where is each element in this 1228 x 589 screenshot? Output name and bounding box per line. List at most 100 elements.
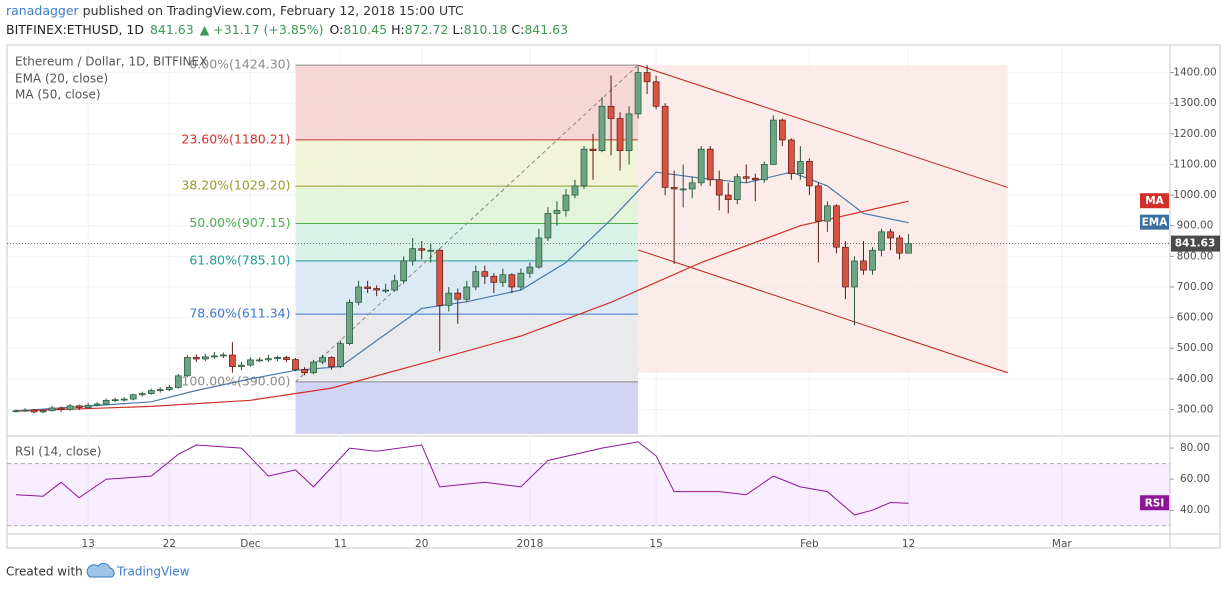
rsi-tag-label: RSI bbox=[1145, 497, 1165, 509]
candle-body bbox=[247, 359, 254, 366]
candle-body bbox=[688, 182, 696, 190]
channel-line bbox=[637, 249, 1008, 374]
channel-fill bbox=[638, 65, 1008, 373]
candle-body bbox=[138, 393, 146, 396]
candle-body bbox=[751, 177, 759, 181]
rsi-band bbox=[7, 463, 1170, 526]
fib-label: 23.60%(1180.21) bbox=[181, 131, 290, 146]
ohlc-label: L: bbox=[452, 22, 463, 37]
candle-body bbox=[147, 390, 155, 394]
candle-body bbox=[481, 271, 489, 277]
candle-body bbox=[616, 118, 624, 152]
candle-body bbox=[824, 205, 831, 222]
x-tick-label: 12 bbox=[902, 538, 915, 550]
candle-body bbox=[769, 119, 777, 165]
symbol: BITFINEX:ETHUSD, 1D bbox=[6, 22, 144, 37]
candle-body bbox=[887, 231, 894, 239]
candle-body bbox=[760, 164, 768, 181]
candle-body bbox=[454, 292, 462, 300]
indicator-line bbox=[15, 200, 909, 412]
price-pane: 0.00%(1424.30) 23.60%(1180.21) 38.20%(1029… bbox=[7, 57, 1170, 434]
y-tick-label: 700.00 bbox=[1177, 281, 1214, 293]
author[interactable]: ranadagger bbox=[6, 3, 80, 18]
candle-body bbox=[30, 409, 38, 413]
candle-body bbox=[400, 260, 408, 282]
candle-body bbox=[12, 410, 20, 413]
candle-body bbox=[778, 119, 786, 141]
rsi-tag bbox=[1140, 495, 1169, 511]
footer-text: Created with bbox=[6, 565, 83, 579]
candle-body bbox=[508, 274, 516, 288]
candle-body bbox=[580, 148, 588, 187]
x-tick-label: 2018 bbox=[517, 538, 544, 550]
fib-zone bbox=[295, 223, 639, 261]
x-tick-label: 15 bbox=[649, 538, 662, 550]
candle-body bbox=[607, 105, 615, 119]
candle-body bbox=[869, 249, 876, 271]
x-tick-label: Feb bbox=[800, 538, 819, 550]
candle-body bbox=[724, 194, 732, 201]
fib-zone bbox=[295, 65, 639, 140]
series-tag bbox=[1140, 214, 1169, 230]
candle-body bbox=[643, 72, 651, 83]
change: ▲ +31.17 (+3.85%) bbox=[200, 22, 324, 37]
candle-body bbox=[742, 176, 750, 179]
candle-body bbox=[815, 185, 822, 222]
candle-body bbox=[337, 343, 344, 367]
candle-body bbox=[39, 410, 47, 413]
series-tag bbox=[1140, 193, 1169, 209]
channel-line bbox=[637, 64, 1008, 188]
ohlc-label: C: bbox=[511, 22, 524, 37]
y-tick-label: 80.00 bbox=[1180, 442, 1210, 454]
y-tick-label: 900.00 bbox=[1177, 220, 1214, 232]
candle-body bbox=[292, 359, 299, 371]
candle-body bbox=[905, 243, 912, 254]
candle-body bbox=[301, 369, 308, 374]
candle-body bbox=[192, 357, 200, 360]
candle-body bbox=[472, 271, 480, 288]
candle-body bbox=[265, 358, 272, 361]
candle-body bbox=[75, 405, 83, 409]
candle-body bbox=[48, 407, 56, 412]
candle-body bbox=[860, 260, 867, 271]
candle-body bbox=[211, 355, 218, 358]
ohlc-value: 810.18 bbox=[464, 22, 508, 37]
candle-body bbox=[878, 231, 885, 251]
price-tag bbox=[1171, 235, 1220, 252]
y-tick-label: 1100.00 bbox=[1173, 158, 1216, 170]
candle-body bbox=[129, 394, 137, 400]
candle-body bbox=[436, 249, 444, 306]
x-tick-label: 20 bbox=[415, 538, 428, 550]
frame bbox=[6, 44, 1221, 549]
y-tick-label: 60.00 bbox=[1180, 473, 1210, 485]
candle-body bbox=[229, 354, 236, 367]
candle-body bbox=[364, 286, 371, 289]
legend-entry: MA (50, close) bbox=[15, 88, 101, 102]
candle-body bbox=[661, 105, 669, 188]
candle-body bbox=[256, 359, 263, 362]
candle-body bbox=[382, 289, 390, 292]
y-tick-label: 1200.00 bbox=[1173, 128, 1216, 140]
ohlc-value: 872.72 bbox=[405, 22, 449, 37]
candle-body bbox=[346, 301, 353, 344]
x-tick-label: 13 bbox=[81, 538, 94, 550]
y-tick-label: 800.00 bbox=[1177, 250, 1214, 262]
candle-body bbox=[733, 176, 741, 201]
candle-body bbox=[598, 105, 606, 152]
legend-entry: EMA (20, close) bbox=[15, 72, 108, 86]
candle-body bbox=[93, 403, 101, 406]
header-line: ranadagger published on TradingView.com,… bbox=[6, 3, 464, 18]
rsi-line bbox=[15, 441, 909, 516]
candle-body bbox=[391, 280, 399, 291]
candle-body bbox=[833, 205, 840, 248]
price: 841.63 bbox=[150, 22, 194, 37]
logo[interactable] bbox=[86, 562, 115, 578]
candle-body bbox=[806, 161, 813, 187]
fib-label: 0.00%(1424.30) bbox=[189, 57, 290, 72]
candle-body bbox=[274, 357, 281, 360]
footer-brand[interactable]: TradingView bbox=[116, 565, 190, 579]
y-tick-label: 400.00 bbox=[1177, 373, 1214, 385]
candle-body bbox=[220, 354, 227, 357]
